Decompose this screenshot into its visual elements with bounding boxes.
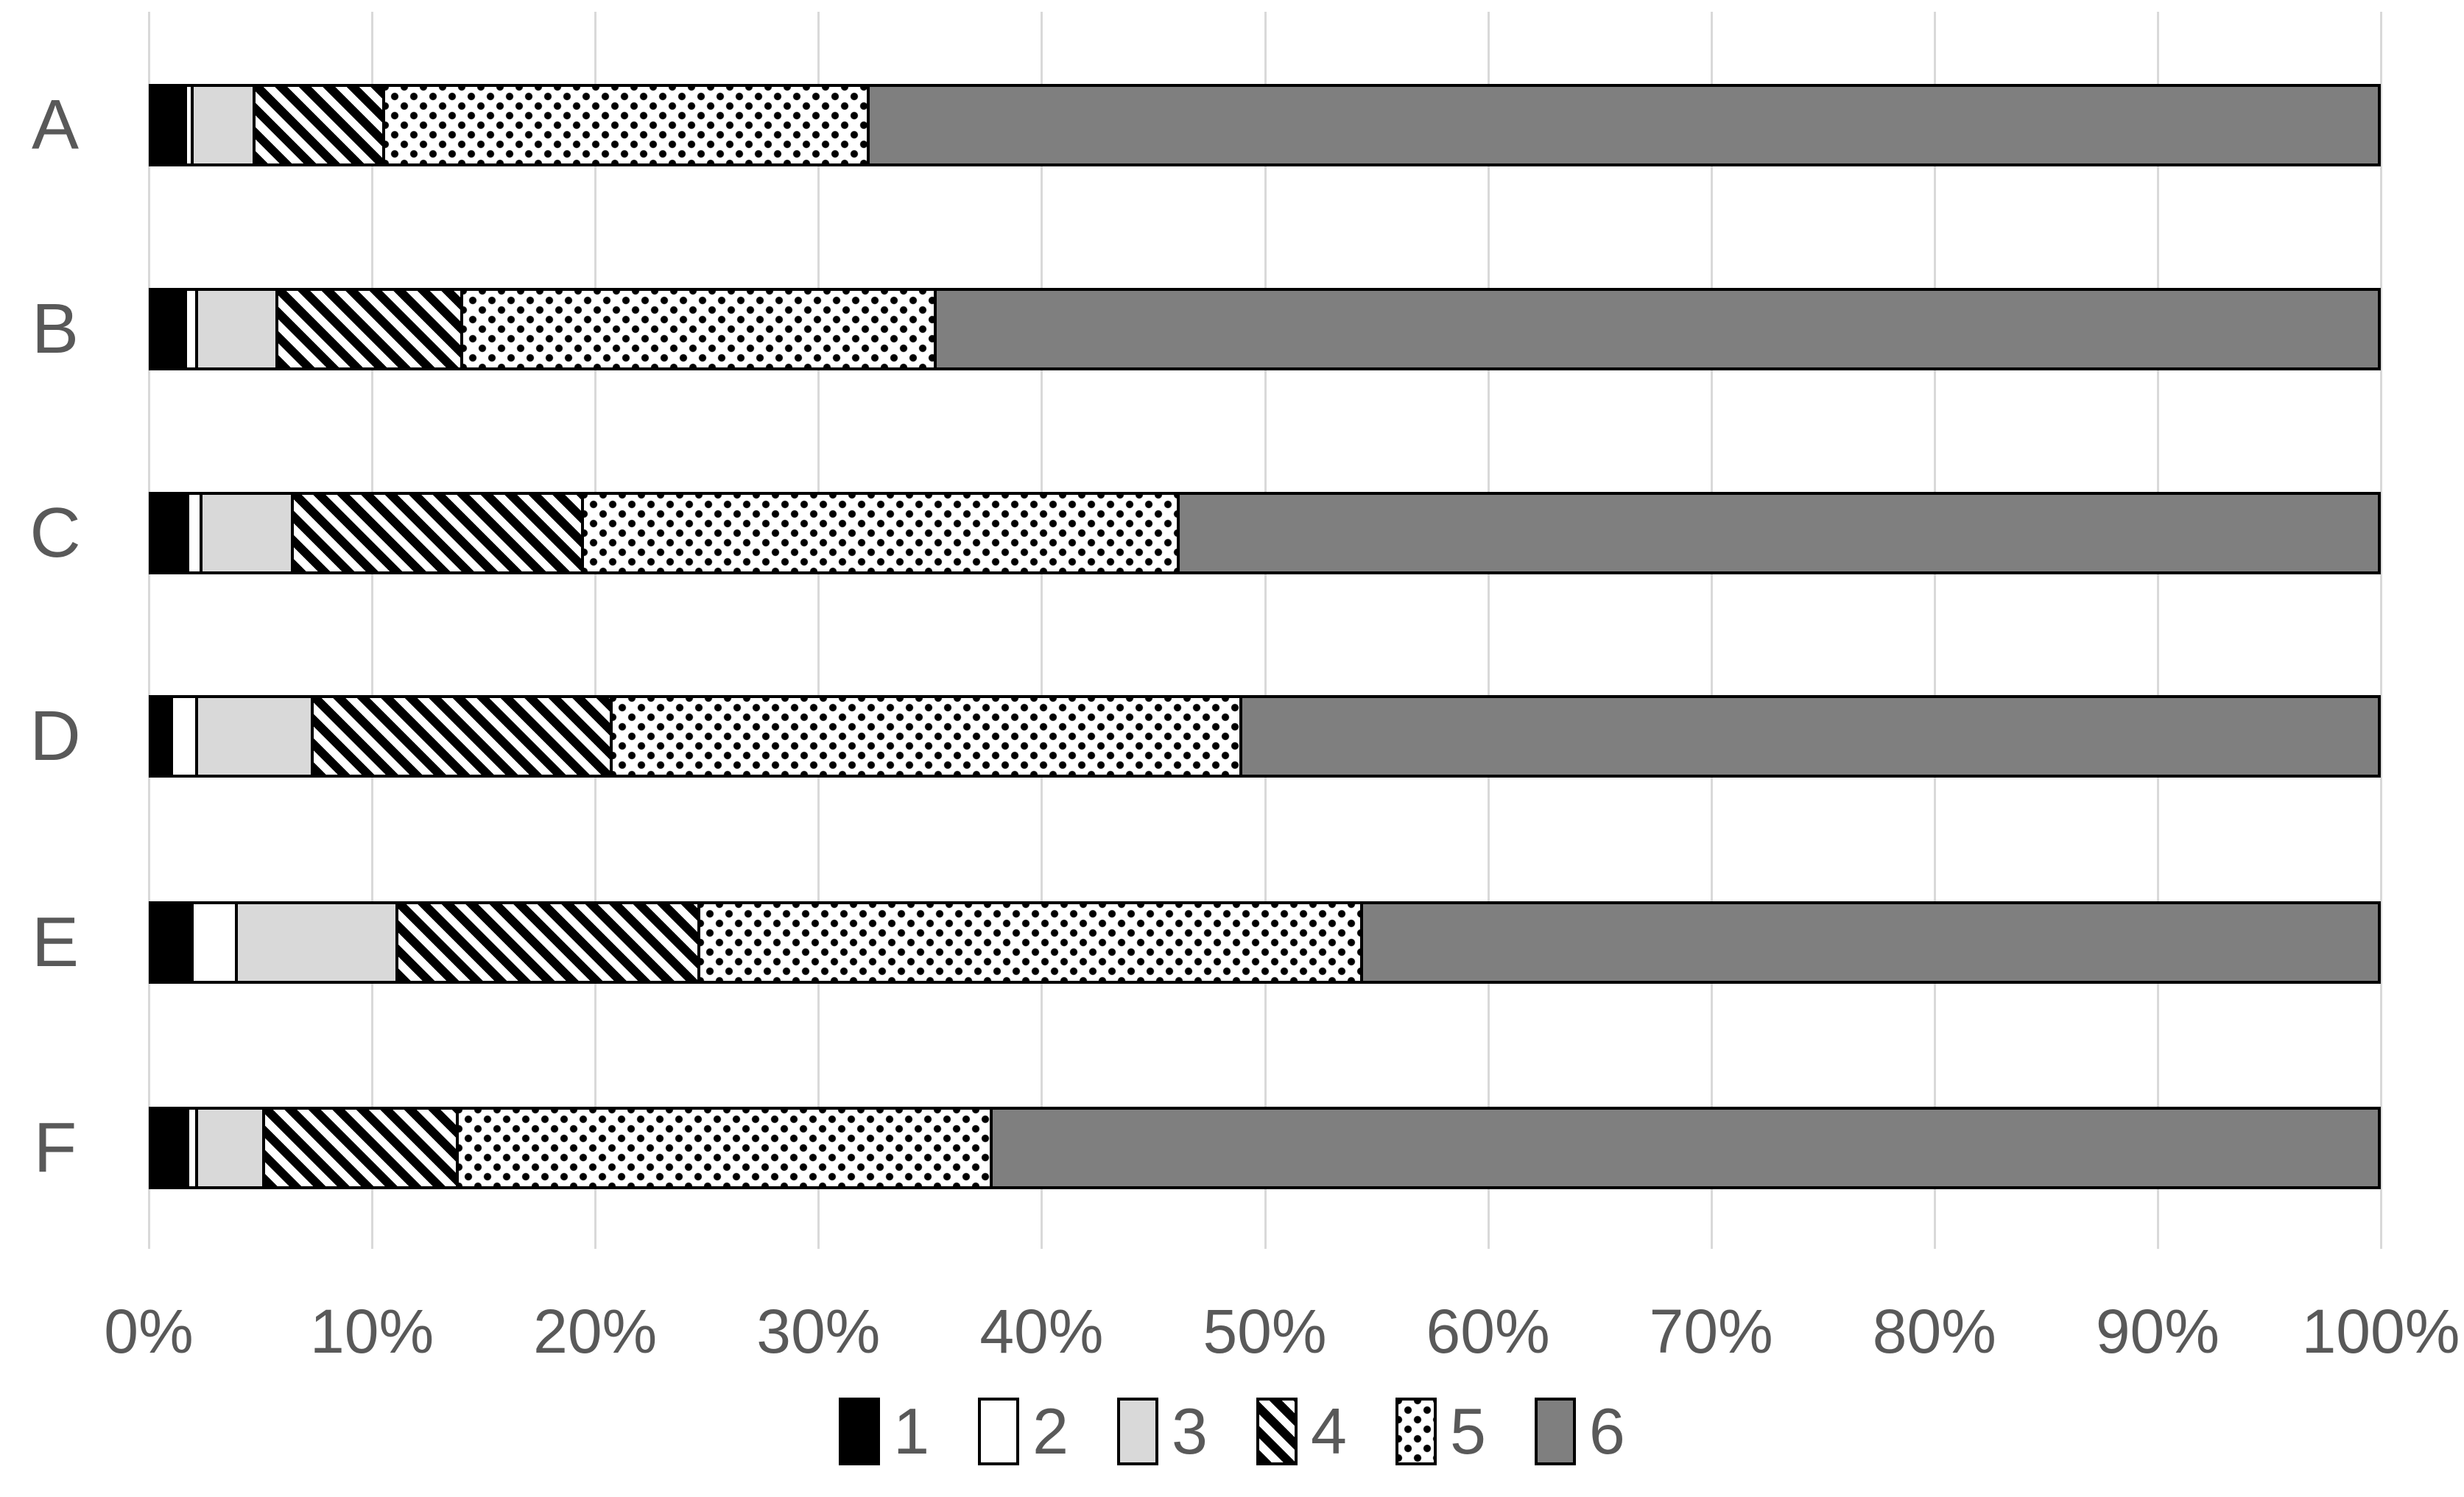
bar-C-segment-1	[149, 492, 189, 574]
bar-C-segment-4	[293, 492, 584, 574]
bar-F-segment-1	[149, 1107, 189, 1189]
category-label-F: F	[33, 1108, 77, 1187]
bar-D-segment-1	[149, 695, 174, 778]
bar-A-segment-3	[193, 84, 256, 166]
bar-C-segment-2	[189, 492, 203, 574]
gridline-60%	[1487, 12, 1490, 1249]
legend-swatch-6	[1534, 1398, 1576, 1465]
legend-label-3: 3	[1172, 1395, 1208, 1468]
bar-C-segment-3	[202, 492, 294, 574]
bar-F-segment-4	[264, 1107, 460, 1189]
bar-F-segment-6	[992, 1107, 2381, 1189]
x-tick-label-80%: 80%	[1872, 1297, 1996, 1366]
x-axis: 0% 10% 20% 30% 40% 50% 60% 70% 80% 90% 100%	[104, 1297, 2460, 1378]
x-tick-label-50%: 50%	[1203, 1297, 1327, 1366]
category-label-B: B	[31, 289, 80, 368]
bar-F-segment-2	[189, 1107, 198, 1189]
legend-swatch-2	[978, 1398, 1020, 1465]
gridline-90%	[2156, 12, 2159, 1249]
bar-B-segment-1	[149, 288, 187, 370]
bar-A-segment-5	[385, 84, 870, 166]
gridline-0%	[148, 12, 150, 1249]
bar-A-segment-4	[256, 84, 386, 166]
bar-E-segment-5	[700, 901, 1363, 984]
bar-A-segment-6	[869, 84, 2381, 166]
bar-E-segment-1	[149, 901, 194, 984]
bar-B-segment-4	[278, 288, 464, 370]
bar-D-segment-3	[197, 695, 314, 778]
bar-E-segment-6	[1362, 901, 2381, 984]
bar-B-segment-2	[186, 288, 198, 370]
legend-item-6: 6	[1534, 1395, 1625, 1468]
gridline-50%	[1264, 12, 1267, 1249]
legend-item-3: 3	[1117, 1398, 1208, 1465]
legend-label-4: 4	[1311, 1395, 1347, 1468]
legend-item-4: 4	[1256, 1398, 1347, 1465]
legend-swatch-3	[1117, 1398, 1159, 1465]
category-label-A: A	[31, 85, 80, 164]
plot-area	[148, 12, 2382, 1249]
bar-A-segment-2	[186, 84, 194, 166]
legend: 1 2 3 4 5 6	[0, 1398, 2464, 1465]
bar-B-segment-6	[936, 288, 2381, 370]
legend-label-2: 2	[1032, 1395, 1069, 1468]
bar-C-segment-5	[584, 492, 1180, 574]
bar-B-segment-5	[463, 288, 937, 370]
legend-item-1: 1	[839, 1398, 929, 1465]
x-tick-label-100%: 100%	[2301, 1297, 2460, 1366]
bar-E-segment-2	[193, 901, 239, 984]
gridline-40%	[1041, 12, 1043, 1249]
legend-swatch-1	[839, 1398, 881, 1465]
bar-D-segment-2	[173, 695, 198, 778]
x-tick-label-90%: 90%	[2095, 1297, 2220, 1366]
gridline-80%	[1933, 12, 1936, 1249]
gridline-20%	[594, 12, 597, 1249]
x-tick-label-70%: 70%	[1649, 1297, 1773, 1366]
bar-B	[149, 288, 2381, 370]
bar-F	[149, 1107, 2381, 1189]
bar-D-segment-6	[1242, 695, 2381, 778]
x-tick-label-30%: 30%	[756, 1297, 881, 1366]
legend-label-6: 6	[1588, 1395, 1625, 1468]
category-label-E: E	[31, 903, 80, 982]
x-tick-label-0%: 0%	[104, 1297, 194, 1366]
x-tick-label-40%: 40%	[979, 1297, 1104, 1366]
bar-F-segment-5	[459, 1107, 993, 1189]
gridline-30%	[817, 12, 820, 1249]
legend-item-2: 2	[978, 1398, 1069, 1465]
legend-label-1: 1	[893, 1395, 930, 1468]
bar-E-segment-4	[398, 901, 700, 984]
legend-label-5: 5	[1449, 1395, 1486, 1468]
bar-E	[149, 901, 2381, 984]
bar-C	[149, 492, 2381, 574]
bar-D-segment-5	[613, 695, 1243, 778]
gridline-100%	[2380, 12, 2382, 1249]
bar-C-segment-6	[1180, 492, 2381, 574]
bar-A	[149, 84, 2381, 166]
category-label-C: C	[29, 493, 81, 572]
x-tick-label-60%: 60%	[1426, 1297, 1550, 1366]
category-label-D: D	[29, 697, 81, 775]
bar-D-segment-4	[314, 695, 613, 778]
bar-E-segment-3	[238, 901, 399, 984]
legend-swatch-5	[1395, 1398, 1437, 1465]
bar-D	[149, 695, 2381, 778]
gridline-70%	[1710, 12, 1713, 1249]
bar-F-segment-3	[197, 1107, 265, 1189]
gridline-10%	[371, 12, 374, 1249]
x-tick-label-20%: 20%	[533, 1297, 658, 1366]
legend-swatch-4	[1256, 1398, 1298, 1465]
bar-A-segment-1	[149, 84, 187, 166]
legend-item-5: 5	[1395, 1398, 1486, 1465]
x-tick-label-10%: 10%	[310, 1297, 434, 1366]
bar-B-segment-3	[197, 288, 278, 370]
